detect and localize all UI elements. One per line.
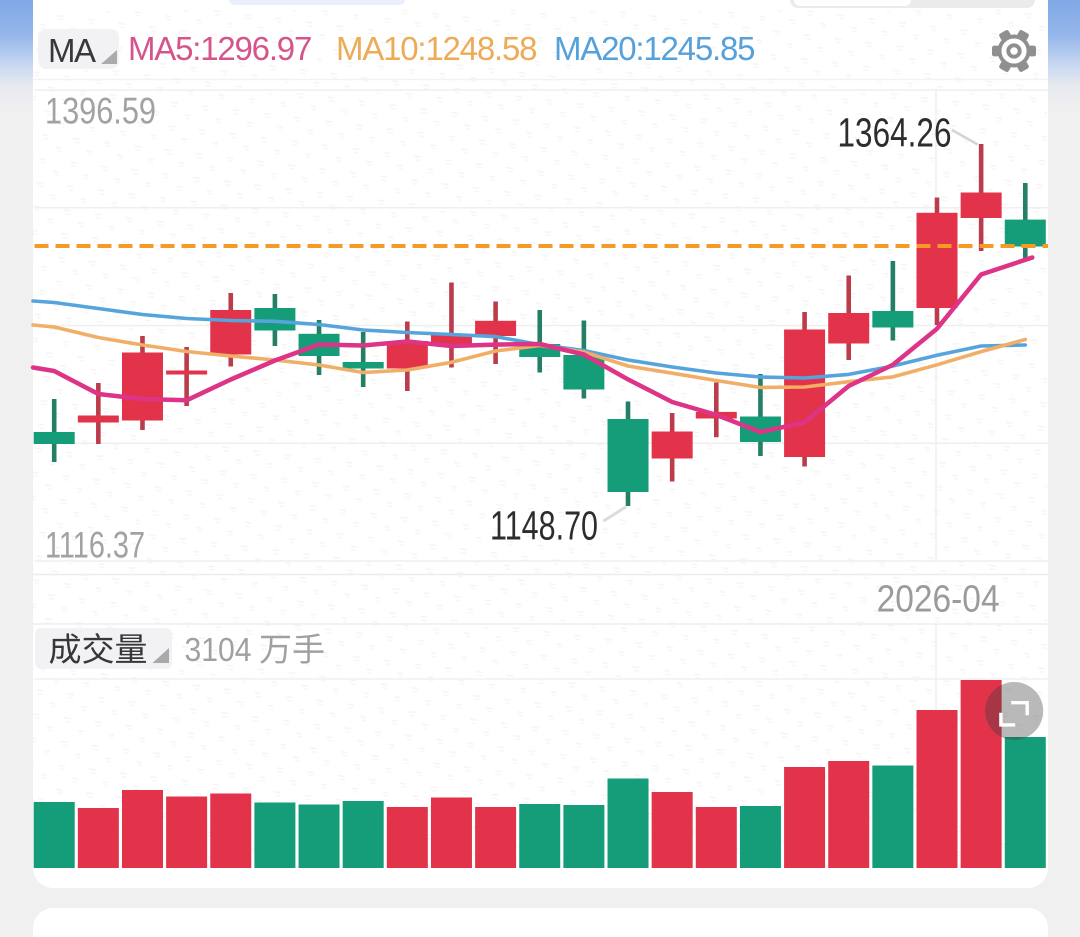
svg-text:3104: 3104 bbox=[185, 631, 252, 668]
svg-text:2026-04: 2026-04 bbox=[877, 579, 1000, 621]
svg-text:1148.70: 1148.70 bbox=[490, 503, 598, 549]
svg-text:1116.37: 1116.37 bbox=[45, 525, 145, 566]
svg-text:1364.26: 1364.26 bbox=[838, 110, 952, 156]
svg-text:1396.59: 1396.59 bbox=[45, 91, 156, 132]
